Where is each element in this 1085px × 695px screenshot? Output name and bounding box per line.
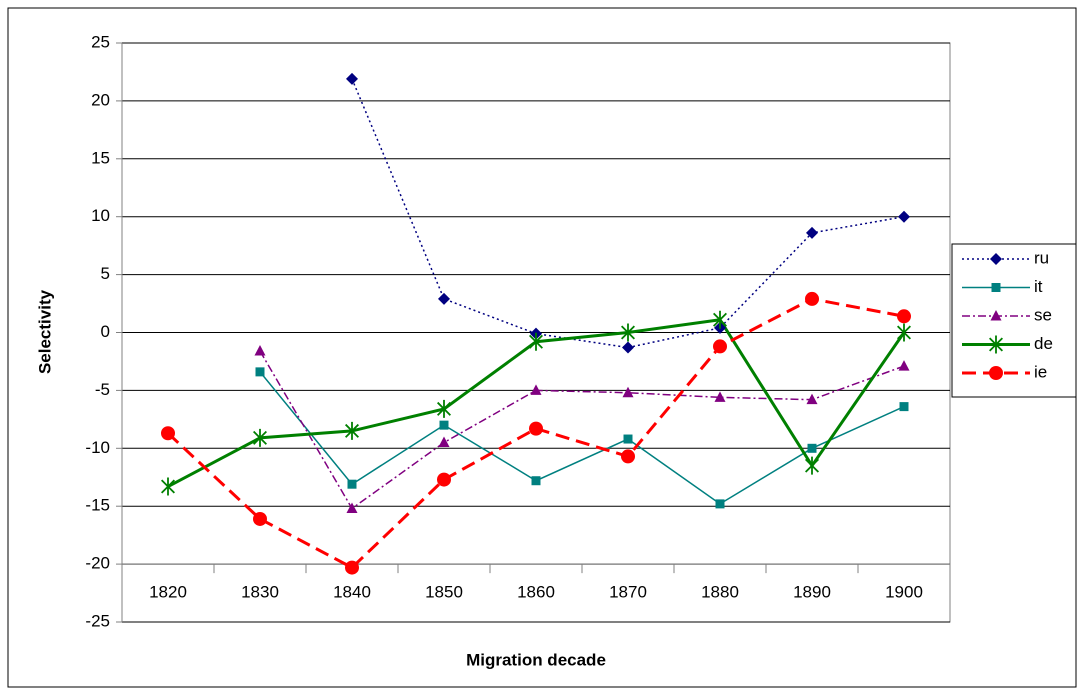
series-line: [259, 371, 905, 505]
legend-label: it: [1034, 277, 1043, 296]
x-tick-label: 1820: [149, 583, 187, 602]
marker: [161, 477, 175, 496]
y-tick-label: -10: [85, 438, 110, 457]
x-axis-title: Migration decade: [466, 650, 606, 669]
series-line: [259, 350, 905, 510]
y-tick-label: -20: [85, 554, 110, 573]
marker: [621, 449, 635, 464]
marker: [989, 335, 1003, 354]
y-tick-label: 10: [91, 206, 110, 225]
marker: [805, 291, 819, 306]
marker: [531, 476, 541, 486]
x-tick-label: 1870: [609, 583, 647, 602]
marker: [897, 309, 911, 324]
legend-label: ie: [1034, 362, 1047, 381]
marker: [713, 339, 727, 354]
y-tick-label: 0: [101, 322, 110, 341]
y-tick-label: 25: [91, 32, 110, 51]
marker: [990, 253, 1002, 265]
x-tick-label: 1850: [425, 583, 463, 602]
marker: [529, 421, 543, 436]
x-tick-label: 1890: [793, 583, 831, 602]
marker: [621, 323, 635, 342]
x-tick-label: 1900: [885, 583, 923, 602]
marker: [806, 393, 818, 405]
marker: [898, 210, 910, 223]
marker: [897, 323, 911, 342]
x-tick-label: 1840: [333, 583, 371, 602]
y-tick-label: -5: [95, 380, 110, 399]
y-tick-label: -15: [85, 496, 110, 515]
marker: [991, 283, 1001, 292]
marker: [990, 310, 1002, 321]
marker: [989, 366, 1003, 380]
marker: [346, 502, 358, 514]
marker: [253, 428, 267, 447]
marker: [253, 511, 267, 526]
x-tick-label: 1830: [241, 583, 279, 602]
marker: [438, 436, 450, 448]
marker: [807, 443, 817, 453]
marker: [899, 402, 909, 412]
marker: [806, 226, 818, 239]
marker: [437, 472, 451, 487]
marker: [623, 434, 633, 444]
x-tick-label: 1880: [701, 583, 739, 602]
marker: [439, 420, 449, 430]
marker: [622, 386, 634, 398]
marker: [530, 384, 542, 395]
marker: [898, 360, 910, 371]
y-axis-title: Selectivity: [35, 289, 54, 374]
marker: [347, 479, 357, 489]
marker: [255, 367, 265, 377]
y-tick-label: 20: [91, 90, 110, 109]
marker: [438, 292, 450, 305]
marker: [622, 341, 634, 354]
marker: [529, 332, 543, 351]
legend-label: de: [1034, 334, 1053, 353]
marker: [254, 345, 266, 356]
marker: [715, 499, 725, 509]
legend-label: se: [1034, 305, 1052, 324]
y-tick-label: -25: [85, 611, 110, 630]
marker: [713, 310, 727, 329]
marker: [345, 421, 359, 440]
legend-label: ru: [1034, 248, 1049, 267]
marker: [345, 560, 359, 575]
y-tick-label: 15: [91, 148, 110, 167]
marker: [346, 72, 358, 85]
marker: [805, 456, 819, 475]
y-tick-label: 5: [101, 264, 110, 283]
x-tick-label: 1860: [517, 583, 555, 602]
marker: [714, 391, 726, 402]
marker: [161, 426, 175, 441]
marker: [437, 399, 451, 418]
